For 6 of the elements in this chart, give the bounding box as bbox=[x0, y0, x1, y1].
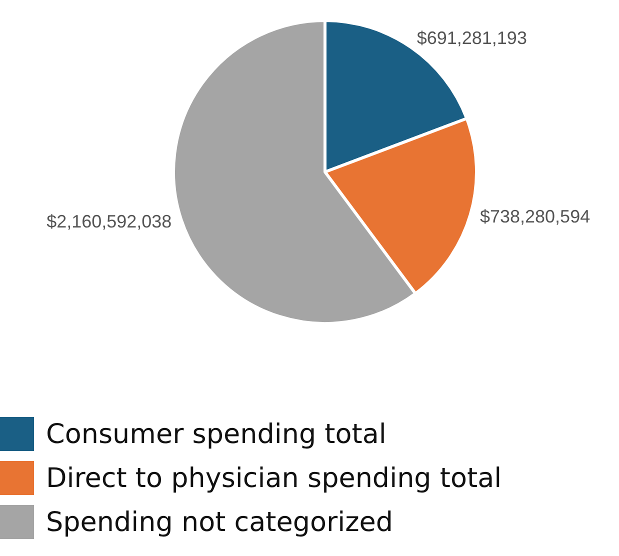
legend-label: Spending not categorized bbox=[46, 506, 394, 538]
data-label: $2,160,592,038 bbox=[46, 212, 172, 232]
data-label: $738,280,594 bbox=[480, 206, 590, 226]
data-label: $691,281,193 bbox=[416, 28, 527, 48]
legend-label: Consumer spending total bbox=[46, 418, 386, 450]
legend-label: Direct to physician spending total bbox=[46, 462, 502, 494]
